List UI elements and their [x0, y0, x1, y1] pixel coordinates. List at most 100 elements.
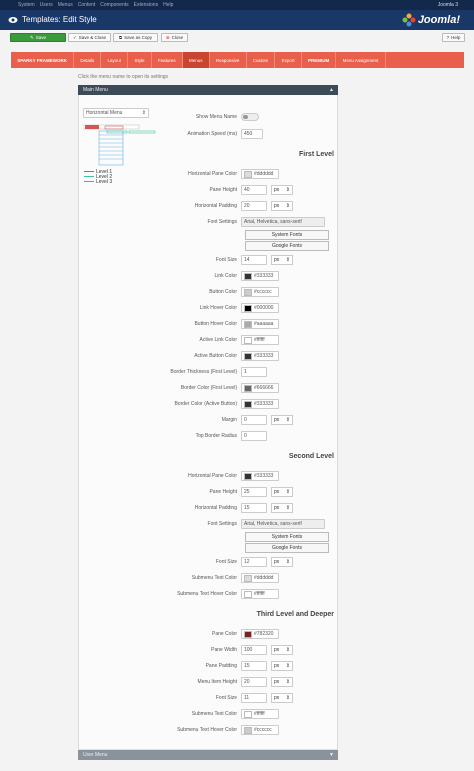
- color-input[interactable]: #ffffff: [241, 335, 279, 345]
- unit-select[interactable]: px ⇕: [271, 645, 293, 655]
- menu-item[interactable]: Menus: [57, 2, 73, 8]
- unit-value: px: [274, 203, 280, 209]
- tab[interactable]: Layout: [101, 52, 129, 68]
- color-input[interactable]: #782320: [241, 629, 279, 639]
- toolbar-button[interactable]: ⧉ Save as Copy: [113, 33, 158, 42]
- toolbar-button[interactable]: ⊗ Close: [161, 33, 188, 42]
- form-row: Active Button Color #333333: [79, 348, 337, 364]
- text-input[interactable]: 40: [241, 185, 267, 195]
- legend-label: Level 3: [96, 178, 113, 185]
- tab[interactable]: Export: [275, 52, 302, 68]
- section-heading: Second Level: [288, 453, 334, 460]
- eye-icon: [8, 17, 18, 23]
- header: Templates: Edit Style Joomla!: [0, 10, 474, 30]
- color-input[interactable]: #333333: [241, 399, 279, 409]
- unit-select[interactable]: px ⇕: [271, 693, 293, 703]
- text-input[interactable]: 11: [241, 693, 267, 703]
- tab[interactable]: PREMIUM: [302, 52, 337, 68]
- text-input[interactable]: 100: [241, 645, 267, 655]
- text-input[interactable]: 14: [241, 255, 267, 265]
- color-input[interactable]: #333333: [241, 351, 279, 361]
- color-input[interactable]: #333333: [241, 271, 279, 281]
- tab[interactable]: Custom: [247, 52, 276, 68]
- unit-select[interactable]: px ⇕: [271, 415, 293, 425]
- menu-item[interactable]: Help: [163, 2, 174, 8]
- color-input[interactable]: #cccccc: [241, 725, 279, 735]
- field-label: Active Link Color: [199, 337, 237, 343]
- user-menu[interactable]: Joomla 3: [437, 2, 458, 8]
- form-row: Font Size 14 px ⇕: [79, 252, 337, 268]
- color-swatch: [244, 590, 252, 598]
- panel-header[interactable]: User Menu ▼: [78, 750, 338, 760]
- form-row: Horizontal Padding 15 px ⇕: [79, 500, 337, 516]
- text-input[interactable]: 0: [241, 415, 267, 425]
- form-row: Pane Padding 15 px ⇕: [79, 658, 337, 674]
- unit-select[interactable]: px ⇕: [271, 661, 293, 671]
- font-button[interactable]: System Fonts: [245, 230, 329, 240]
- caret: ⇕: [141, 110, 146, 116]
- tab[interactable]: Responsive: [210, 52, 247, 68]
- legend-swatch: [84, 175, 94, 178]
- expand-arrow: ▼: [329, 752, 334, 758]
- font-button[interactable]: System Fonts: [245, 532, 329, 542]
- form-row: Border Color (Active Button) #333333: [79, 396, 337, 412]
- caret: ⇕: [285, 647, 290, 653]
- tab[interactable]: Menu Assignment: [336, 52, 386, 68]
- field-label: Border Thickness (First Level): [170, 369, 237, 375]
- tab[interactable]: Menus: [182, 52, 210, 68]
- menu-select[interactable]: Horizontal Menu ⇕: [83, 108, 149, 118]
- color-input[interactable]: #000000: [241, 303, 279, 313]
- font-button[interactable]: Google Fonts: [245, 241, 329, 251]
- legend-item: Level 2: [84, 174, 112, 180]
- color-input[interactable]: #aaaaaa: [241, 319, 279, 329]
- tab[interactable]: Features: [152, 52, 183, 68]
- text-input[interactable]: 0: [241, 431, 267, 441]
- text-input[interactable]: 15: [241, 661, 267, 671]
- toolbar-button[interactable]: ✎ Save: [10, 33, 66, 42]
- tab[interactable]: Style: [128, 52, 152, 68]
- unit-select[interactable]: px ⇕: [271, 255, 293, 265]
- color-value: #ffffff: [254, 337, 265, 343]
- field-label: Font Settings: [207, 219, 237, 225]
- unit-select[interactable]: px ⇕: [271, 185, 293, 195]
- color-input[interactable]: #666666: [241, 383, 279, 393]
- text-input[interactable]: 20: [241, 677, 267, 687]
- color-input[interactable]: #dddddd: [241, 169, 279, 179]
- color-input[interactable]: #333333: [241, 471, 279, 481]
- text-input[interactable]: 20: [241, 201, 267, 211]
- menu-item[interactable]: System: [18, 2, 35, 8]
- color-input[interactable]: #dddddd: [241, 573, 279, 583]
- toolbar-button[interactable]: ✓ Save & Close: [68, 33, 111, 42]
- unit-select[interactable]: px ⇕: [271, 487, 293, 497]
- unit-select[interactable]: px ⇕: [271, 201, 293, 211]
- toggle[interactable]: [241, 113, 259, 121]
- text-input[interactable]: 1: [241, 367, 267, 377]
- font-input[interactable]: Arial, Helvetica, sans-serif: [241, 217, 325, 227]
- text-input[interactable]: 450: [241, 129, 263, 139]
- help-button[interactable]: ? Help: [442, 33, 465, 42]
- unit-select[interactable]: px ⇕: [271, 677, 293, 687]
- color-input[interactable]: #ffffff: [241, 709, 279, 719]
- color-input[interactable]: #ffffff: [241, 589, 279, 599]
- panel-title: User Menu: [83, 752, 108, 758]
- button-icon: ⊗: [165, 34, 170, 40]
- text-input[interactable]: 12: [241, 557, 267, 567]
- menu-item[interactable]: Components: [100, 2, 129, 8]
- form-row: Font Size 12 px ⇕: [79, 554, 337, 570]
- tab[interactable]: Details: [74, 52, 102, 68]
- text-input[interactable]: 25: [241, 487, 267, 497]
- font-input[interactable]: Arial, Helvetica, sans-serif: [241, 519, 325, 529]
- text-input[interactable]: 15: [241, 503, 267, 513]
- panel-header[interactable]: Main Menu ▲: [78, 85, 338, 95]
- menu-item[interactable]: Extensions: [133, 2, 159, 8]
- top-menu-bar: System Users Menus Content Components Extensi…: [0, 0, 474, 10]
- menu-item[interactable]: Content: [77, 2, 96, 8]
- legend: Level 1 Level 2 Level 3: [84, 169, 113, 185]
- color-swatch: [244, 336, 252, 344]
- unit-select[interactable]: px ⇕: [271, 503, 293, 513]
- unit-select[interactable]: px ⇕: [271, 557, 293, 567]
- font-button[interactable]: Google Fonts: [245, 543, 329, 553]
- tab[interactable]: SPARKY FRAMEWORK: [11, 52, 75, 68]
- color-input[interactable]: #cccccc: [241, 287, 279, 297]
- menu-item[interactable]: Users: [39, 2, 53, 8]
